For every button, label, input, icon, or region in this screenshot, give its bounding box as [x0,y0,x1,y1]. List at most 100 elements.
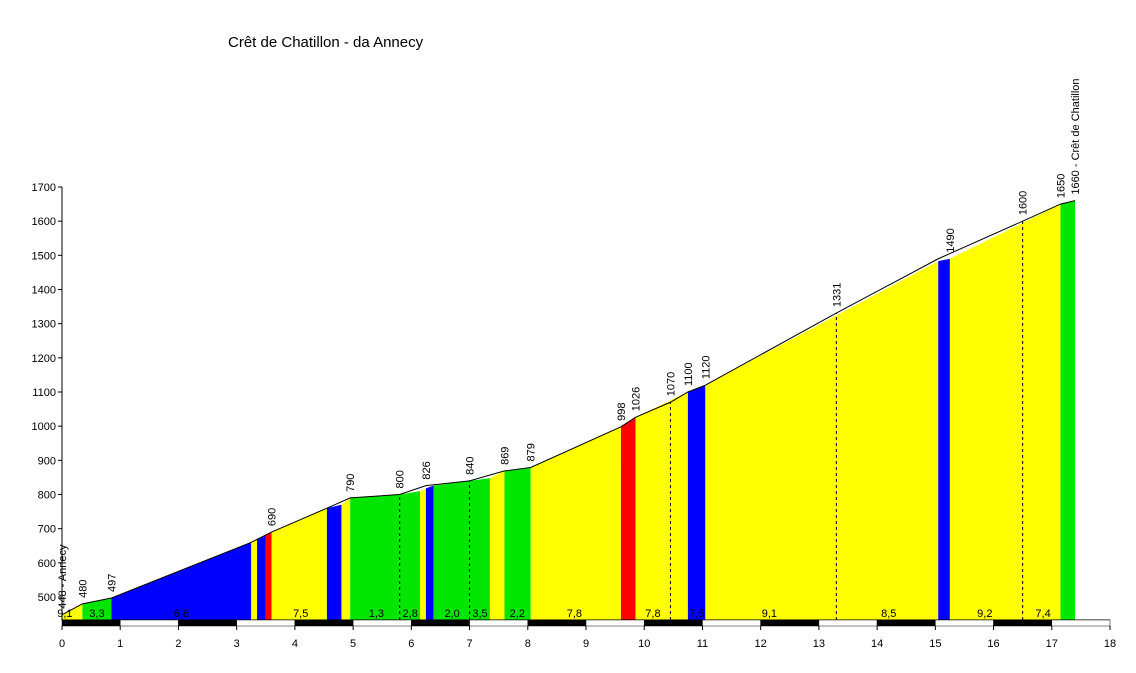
ruler-block [702,619,761,627]
gradient-segment [420,488,426,620]
x-tick-label: 17 [1046,638,1058,650]
gradient-label: 1,3 [369,608,384,620]
ruler-block [469,619,529,627]
x-tick-label: 3 [234,638,240,650]
gradient-segment [635,392,688,620]
gradient-segment [326,504,342,620]
x-tick-label: 11 [697,638,708,650]
profile-line [61,200,1076,616]
elevation-label: 790 [345,474,357,492]
x-tick-label: 13 [813,638,825,650]
y-tick-labels: 500 600 700 800 900 1000 1100 1200 1300 1400 1500 1… [32,182,56,604]
gradient-segment [62,603,83,620]
x-tick-label: 9 [583,638,589,650]
x-tick-label: 0 [59,638,65,650]
x-tick-label: 18 [1104,638,1116,650]
km-ruler [61,619,1111,627]
x-tick-label: 8 [525,638,531,650]
x-tick-label: 1 [117,638,123,650]
elevation-label: 869 [499,447,511,465]
y-tick-label: 800 [38,490,56,502]
y-tick-label: 1300 [32,319,56,331]
gradient-label: 8,5 [881,608,896,620]
gradient-segment [530,426,621,620]
ruler-block [876,619,936,627]
x-tick-label: 10 [638,638,650,650]
gradient-label: 6,8 [174,608,189,620]
ruler-block [585,619,645,627]
ruler-block [236,619,296,627]
ruler-block [352,619,412,627]
ruler-block [294,619,354,627]
y-tick-label: 500 [38,592,56,604]
x-tick-label: 4 [292,638,298,650]
y-tick-label: 1400 [32,285,56,297]
gradient-label: 3,5 [472,608,487,620]
chart-title: Crêt de Chatillon - da Annecy [228,34,424,51]
gradient-label: 7,5 [689,608,704,620]
elevation-label: 1070 [665,372,677,396]
elevation-label: 448 - Annecy [57,544,69,609]
gradient-label: 2,2 [510,608,525,620]
gradient-segment [111,542,252,620]
ruler-block [643,619,703,627]
elevation-label: 998 [616,402,628,420]
elevation-label: 1600 [1018,191,1030,215]
elevation-labels: 448 - Annecy 480 497 690 790 800 826 840 869 879 9… [57,78,1082,608]
ruler-block [119,619,179,627]
y-tick-label: 1100 [32,387,56,399]
gradient-label: 2,0 [444,608,459,620]
ruler-block [993,619,1053,627]
x-tick-label: 5 [350,638,356,650]
elevation-label: 497 [106,574,118,592]
km-dividers [399,221,1024,620]
elevation-label: 1026 [630,387,642,411]
ruler-block [411,619,470,627]
gradient-labels: 9,1 3,3 6,8 7,5 1,3 2,8 2,0 3,5 2,2 7,8 7,8 7,5 9,1 8… [57,608,1050,620]
gradient-segment [469,478,490,620]
gradient-label: 7,5 [293,608,308,620]
gradient-label: 9,1 [57,608,72,620]
y-tick-label: 1200 [32,353,56,365]
gradient-segment [489,470,505,620]
gradient-segments [62,200,1076,621]
gradient-segment [1060,200,1076,620]
y-tick-label: 1000 [32,421,56,433]
gradient-segment [251,539,258,620]
y-tick-label: 1600 [32,216,56,228]
gradient-label: 2,8 [403,608,418,620]
y-tick-label: 900 [38,455,56,467]
elevation-label: 800 [395,470,407,488]
ruler-block [527,619,587,627]
x-tick-labels: 0 1 2 3 4 5 6 7 8 9 10 11 12 13 14 15 16 17 18 [59,638,1116,650]
ruler-block [760,619,820,627]
elevation-label: 840 [465,456,477,474]
elevation-label: 1660 - Crêt de Chatillon [1070,78,1082,194]
gradient-segment [399,491,421,620]
elevation-label: 1100 [683,362,695,386]
ruler-block [1051,619,1111,627]
ruler-block [178,619,237,627]
x-tick-label: 6 [408,638,414,650]
gradient-label: 7,8 [645,608,660,620]
elevation-label: 480 [77,579,89,597]
elevation-label: 690 [267,508,279,526]
elevation-label: 879 [526,443,538,461]
gradient-label: 3,3 [89,608,104,620]
gradient-label: 7,4 [1035,608,1050,620]
y-tick-label: 1700 [32,182,56,194]
gradient-segment [257,535,266,620]
elevation-label: 1120 [700,356,712,380]
y-tick-label: 1500 [32,250,56,262]
elevation-label: 1331 [831,283,843,307]
gradient-segment [705,261,939,620]
elevation-label: 1490 [945,228,957,252]
x-tick-label: 7 [466,638,472,650]
gradient-segment [687,385,706,620]
gradient-label: 9,2 [977,608,992,620]
gradient-label: 7,8 [567,608,582,620]
ruler-block [818,619,878,627]
x-tick-label: 14 [871,638,883,650]
gradient-segment [350,494,400,620]
